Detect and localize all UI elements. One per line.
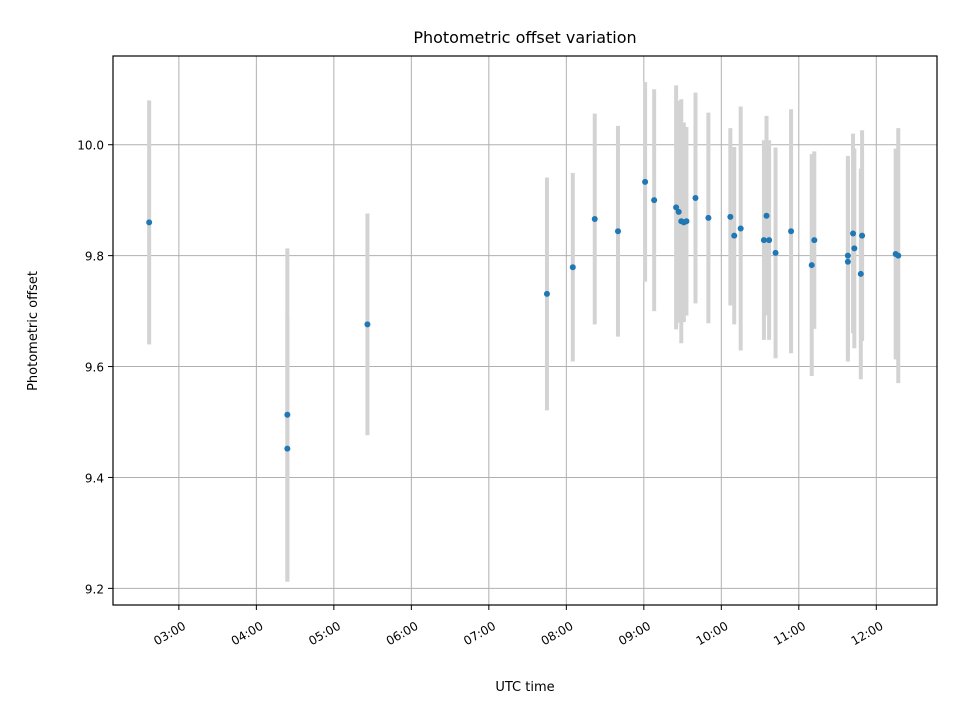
data-point	[692, 194, 699, 201]
data-point	[895, 252, 902, 259]
data-point	[614, 228, 621, 235]
data-point	[766, 237, 773, 244]
data-point	[543, 290, 550, 297]
plot-area-frame	[112, 55, 938, 606]
data-point	[364, 321, 371, 328]
data-point	[808, 262, 815, 269]
data-point	[569, 264, 576, 271]
data-point	[859, 232, 866, 239]
grid-lines	[113, 56, 937, 605]
data-point	[591, 216, 598, 223]
data-point	[683, 218, 690, 225]
data-point	[146, 219, 153, 226]
data-point	[844, 252, 851, 259]
data-point	[788, 228, 795, 235]
y-axis-label: Photometric offset	[26, 271, 41, 391]
data-point	[772, 249, 779, 256]
x-axis-label: UTC time	[495, 680, 554, 695]
data-point	[811, 237, 818, 244]
data-point	[284, 445, 291, 452]
data-point	[675, 208, 682, 215]
data-point	[731, 232, 738, 239]
data-points	[146, 178, 902, 452]
y-tick-label: 9.4	[85, 471, 104, 485]
data-point	[642, 178, 649, 185]
data-point	[673, 204, 680, 211]
data-point	[844, 258, 851, 265]
data-point	[857, 270, 864, 277]
y-tick-label: 9.8	[85, 250, 104, 264]
data-point	[727, 213, 734, 220]
y-tick-label: 10.0	[77, 139, 104, 153]
data-point	[850, 230, 857, 237]
data-point	[651, 197, 658, 204]
y-axis-ticks: 9.2 9.4 9.6 9.8 10.0	[77, 139, 113, 596]
data-point	[760, 237, 767, 244]
data-point	[851, 245, 858, 252]
chart-title: Photometric offset variation	[413, 28, 636, 47]
y-tick-label: 9.6	[85, 361, 104, 375]
data-point	[705, 214, 712, 221]
data-point	[737, 225, 744, 232]
data-point	[284, 411, 291, 418]
y-tick-label: 9.2	[85, 582, 104, 596]
data-point	[763, 212, 770, 219]
